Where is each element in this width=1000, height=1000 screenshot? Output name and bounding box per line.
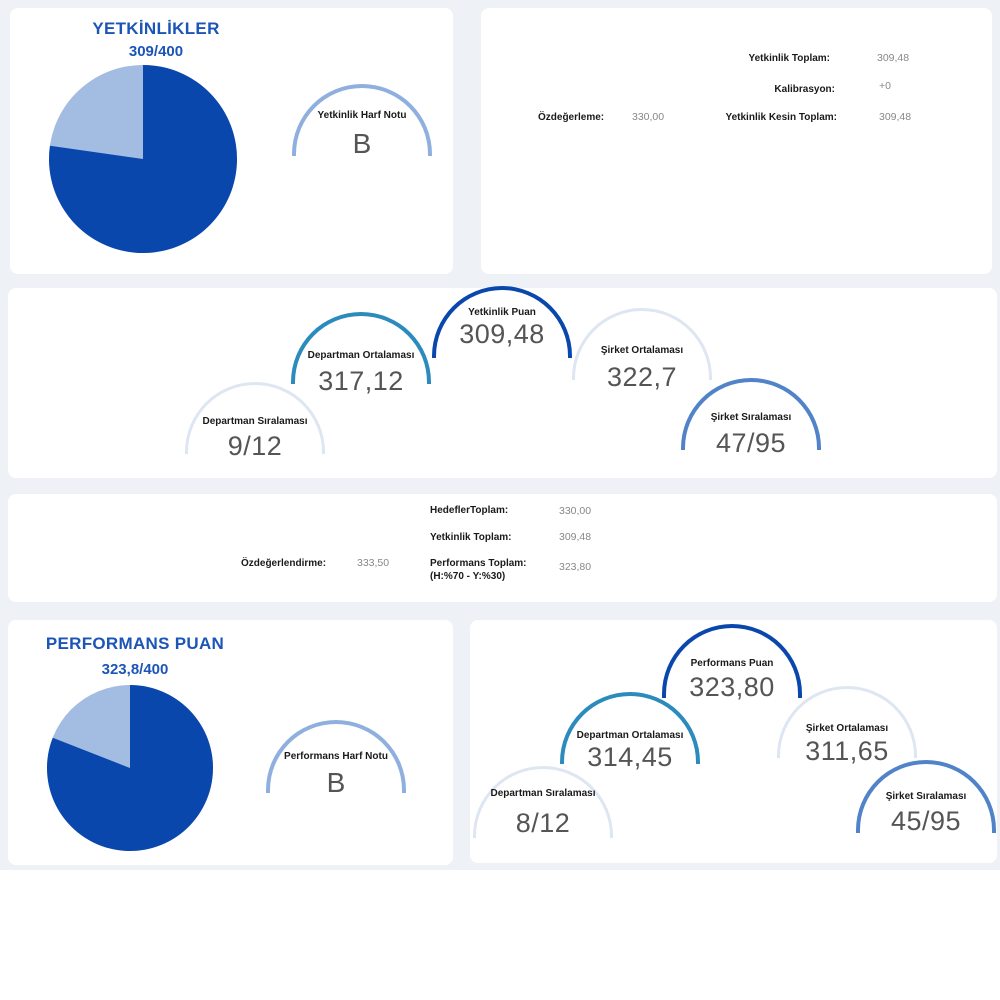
competency-score: 309/400 [128,43,184,60]
goals-total-label: HedeflerToplam: [430,505,509,516]
competency-score-label: Yetkinlik Puan [468,307,536,318]
competency-total-label-2: Yetkinlik Toplam: [430,532,512,543]
competency-gauges-card: Departman Sıralaması 9/12 Departman Orta… [8,286,997,478]
performance-grade-label: Performans Harf Notu [284,751,388,762]
performance-gauges-card: Departman Sıralaması 8/12 Departman Orta… [470,620,997,863]
competency-total-value-2: 309,48 [559,531,592,543]
competency-pie-chart [49,65,238,253]
performance-score: 323,8/400 [101,661,169,678]
performance-pie-chart [46,685,213,851]
competency-total-value: 309,48 [877,52,910,64]
competency-final-total-value: 309,48 [879,111,912,123]
perf-company-avg-label: Şirket Ortalaması [805,723,889,734]
performance-total-label: Performans Toplam: [430,558,527,569]
competency-pie-score-slice [49,65,238,253]
dept-rank-value: 9/12 [227,431,283,461]
self-evaluation-label: Özdeğerlendirme: [241,558,327,569]
self-assessment-label: Özdeğerleme: [538,112,605,123]
competency-total-label: Yetkinlik Toplam: [748,53,831,64]
performance-total-value: 323,80 [559,561,592,573]
perf-company-rank-value: 45/95 [890,806,962,836]
calibration-label: Kalibrasyon: [774,84,835,95]
competency-title: YETKİNLİKLER [92,19,220,38]
perf-company-rank-label: Şirket Sıralaması [885,791,967,802]
company-avg-label: Şirket Ortalaması [600,345,684,356]
competency-grade-label: Yetkinlik Harf Notu [317,110,407,121]
perf-dept-avg-label: Departman Ortalaması [576,730,684,741]
competency-card: YETKİNLİKLER 309/400 Yetkinlik Harf Notu… [10,8,453,274]
perf-dept-rank-label: Departman Sıralaması [490,788,596,799]
totals-card: Özdeğerlendirme: 333,50 HedeflerToplam: … [8,494,997,602]
performance-card: PERFORMANS PUAN 323,8/400 Performans Har… [8,620,453,865]
performance-weight-note: (H:%70 - Y:%30) [430,571,506,582]
perf-score-label: Performans Puan [690,658,774,669]
self-assessment-value: 330,00 [632,111,665,123]
perf-dept-rank-value: 8/12 [515,808,571,838]
dept-avg-label: Departman Ortalaması [307,350,415,361]
dept-avg-value: 317,12 [318,366,404,396]
performance-grade-value: B [326,767,346,798]
competency-summary-card: Yetkinlik Toplam: 309,48 Kalibrasyon: +0… [481,8,992,274]
perf-dept-avg-value: 314,45 [587,742,673,772]
competency-grade-value: B [352,128,372,159]
goals-total-value: 330,00 [559,505,592,517]
perf-score-value: 323,80 [689,672,775,702]
company-avg-value: 322,7 [606,362,678,392]
company-rank-label: Şirket Sıralaması [710,412,792,423]
perf-company-avg-value: 311,65 [805,736,889,766]
performance-title: PERFORMANS PUAN [45,634,225,653]
calibration-value: +0 [879,80,891,92]
self-evaluation-value: 333,50 [357,557,390,569]
dept-rank-label: Departman Sıralaması [202,416,308,427]
competency-score-value: 309,48 [459,319,545,349]
competency-final-total-label: Yetkinlik Kesin Toplam: [725,112,837,123]
performance-pie-score-slice [46,685,213,851]
company-rank-value: 47/95 [715,428,787,458]
